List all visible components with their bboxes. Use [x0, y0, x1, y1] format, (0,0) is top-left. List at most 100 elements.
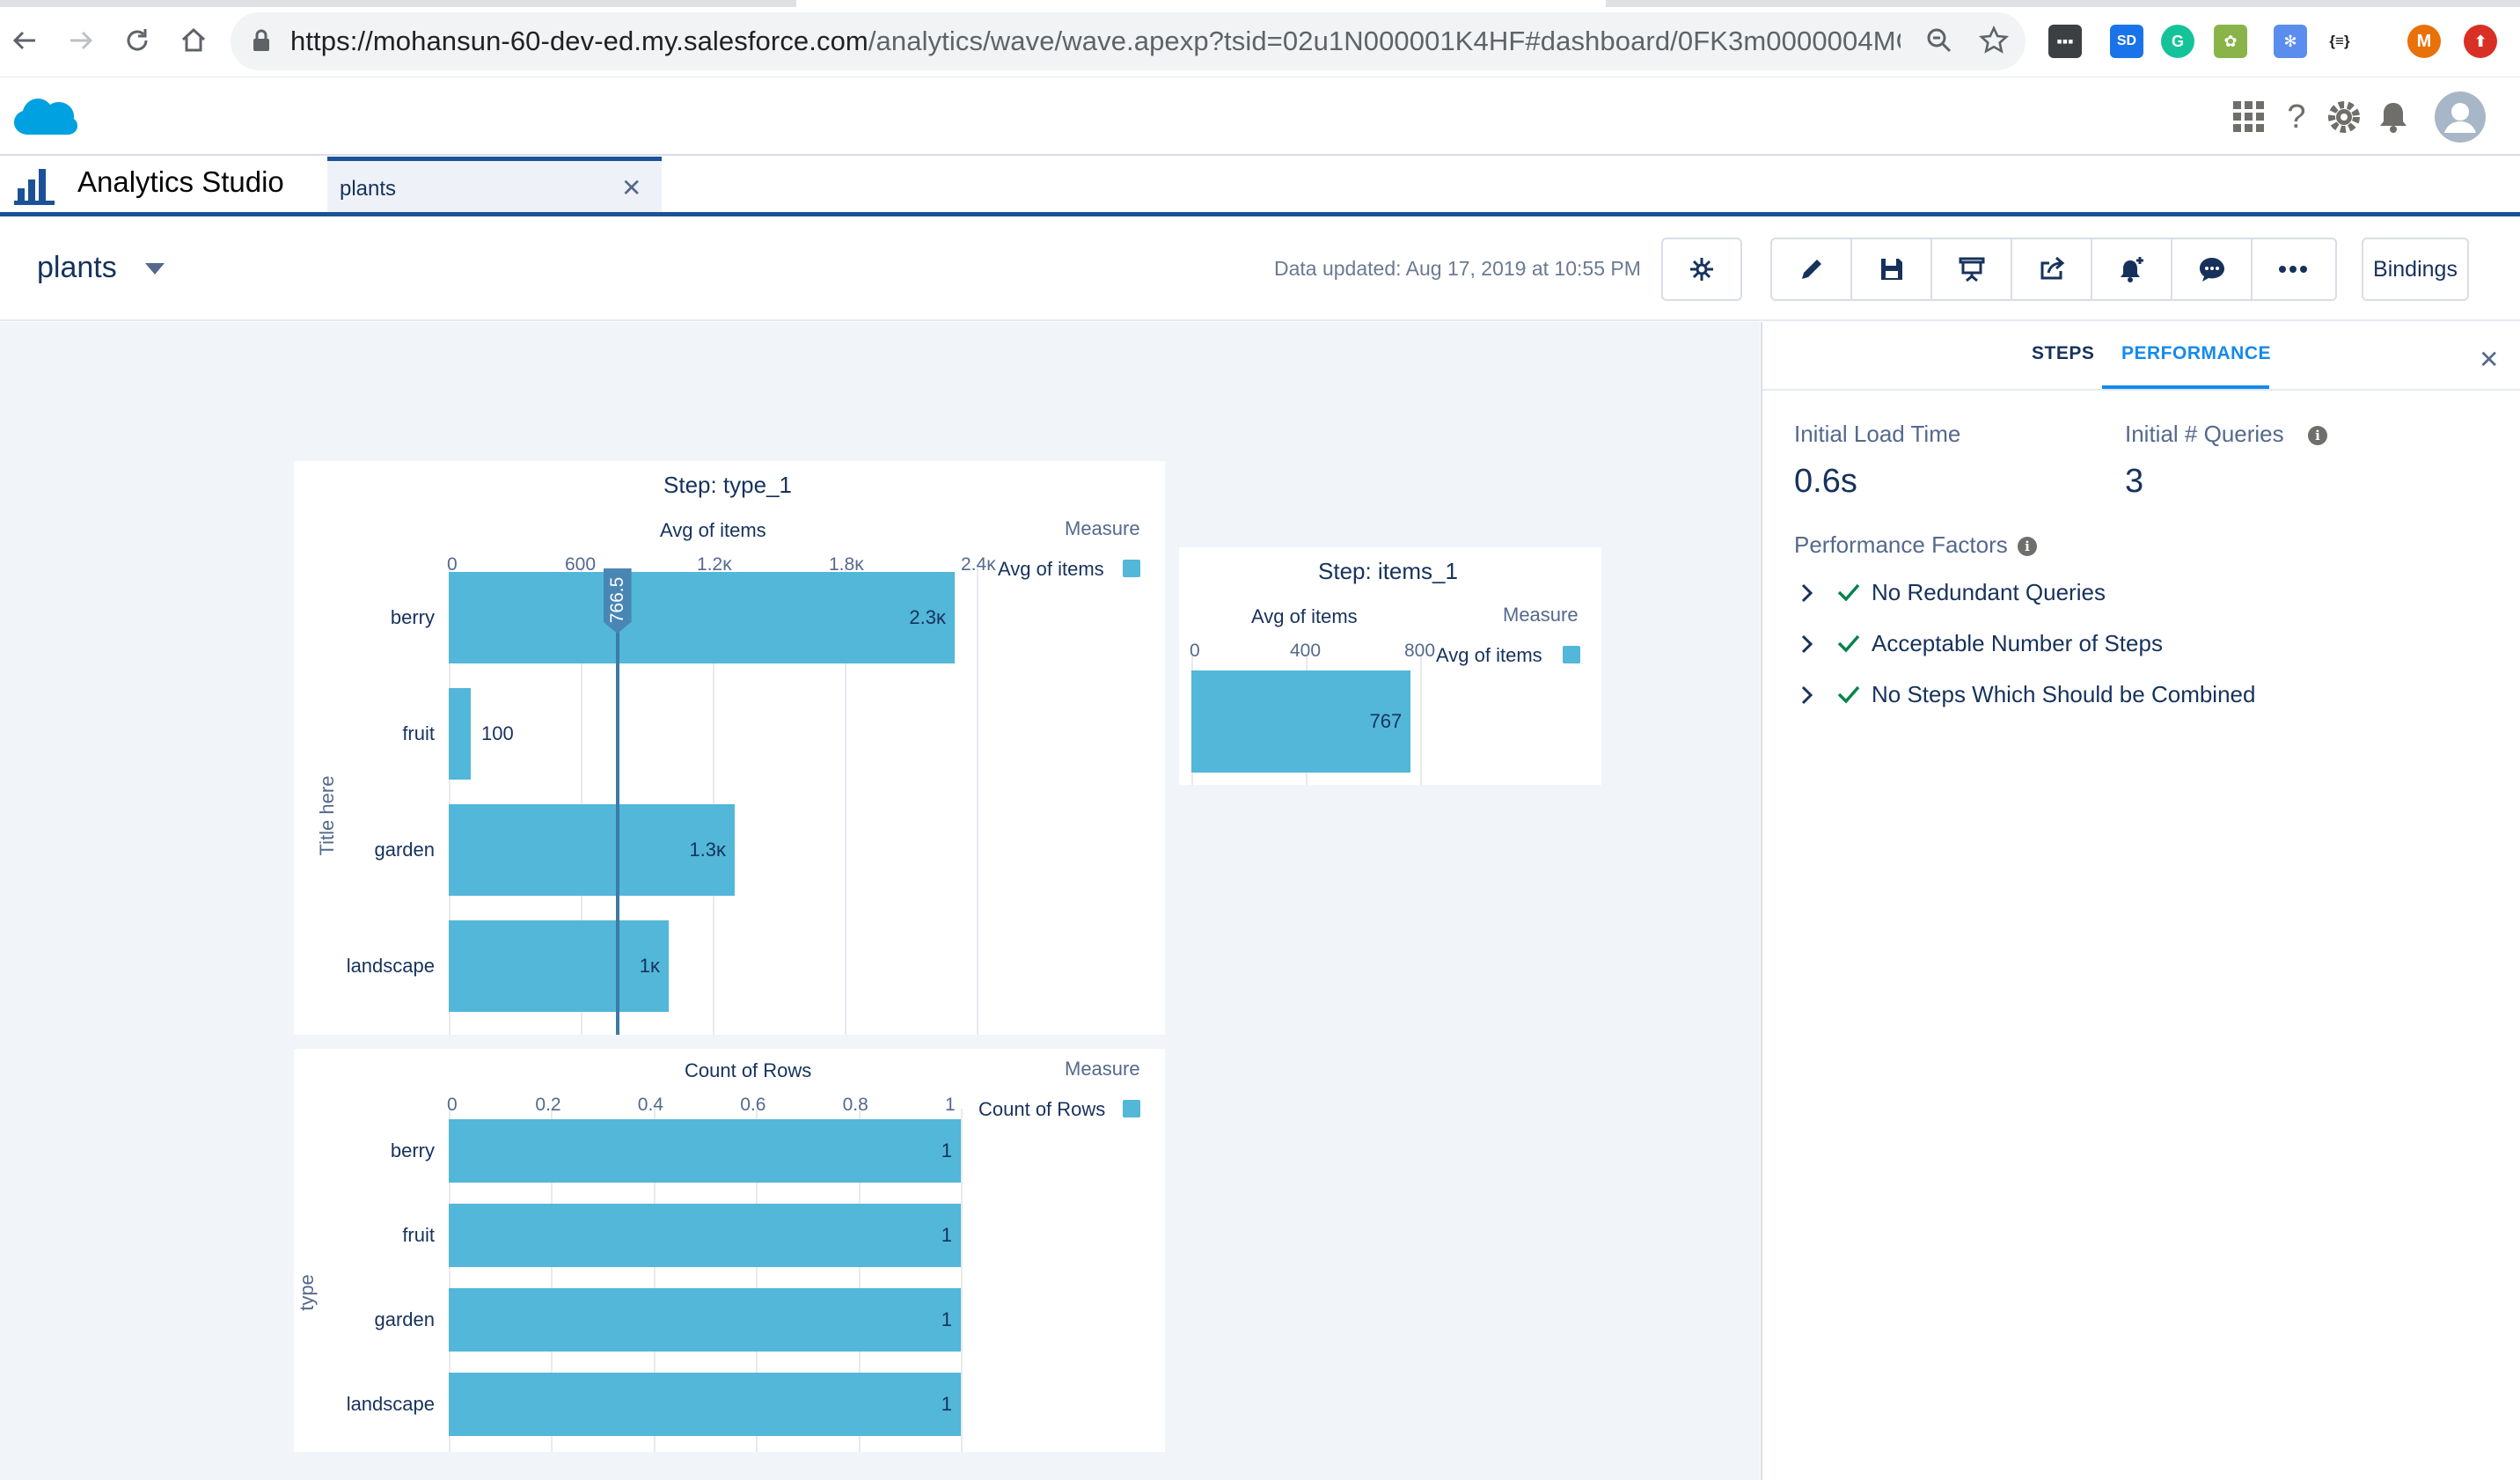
help-icon[interactable]: ?: [2287, 98, 2306, 136]
salesforce-sd-ext-icon[interactable]: SD: [2110, 25, 2143, 58]
tab-plants-label: plants: [340, 177, 397, 201]
items-chart-axis-title: Avg of items: [1251, 605, 1358, 627]
count-chart-legend-label: Count of Rows: [978, 1098, 1106, 1120]
items-chart-legend-swatch[interactable]: [1563, 646, 1580, 663]
bar[interactable]: [449, 688, 471, 780]
setup-gear-icon[interactable]: [2325, 98, 2363, 136]
factor-item[interactable]: No Steps Which Should be Combined: [1799, 678, 2415, 713]
analytics-studio-icon: [14, 165, 55, 210]
bar[interactable]: [449, 1204, 961, 1267]
user-avatar[interactable]: [2434, 91, 2487, 143]
browser-tab-active[interactable]: [796, 0, 1606, 7]
gridline: [977, 568, 978, 1035]
reload-icon[interactable]: [120, 23, 155, 58]
terminal-ext-label: ▪▪▪: [2056, 32, 2074, 50]
data-updated-text: Data updated: Aug 17, 2019 at 10:55 PM: [1274, 257, 1641, 280]
queries-info-icon[interactable]: i: [2308, 426, 2327, 445]
close-tab-icon[interactable]: ✕: [621, 174, 642, 201]
share-button[interactable]: [2012, 239, 2092, 299]
dashboard-toolbar: plants Data updated: Aug 17, 2019 at 10:…: [0, 217, 2520, 321]
presentation-icon: [1959, 257, 1984, 282]
chevron-right-icon[interactable]: [1799, 634, 1815, 655]
bar[interactable]: [1191, 670, 1411, 773]
bar[interactable]: [449, 804, 735, 896]
bar-value-label: 1: [941, 1139, 952, 1161]
home-icon[interactable]: [176, 23, 211, 58]
check-icon: [1837, 685, 1860, 704]
category-label: landscape: [346, 1393, 435, 1415]
url-text[interactable]: https://mohansun-60-dev-ed.my.salesforce…: [290, 26, 1901, 57]
performance-panel: STEPS PERFORMANCE ✕ Initial Load Time 0.…: [1761, 322, 2520, 1480]
bookmark-star-icon[interactable]: [1976, 23, 2011, 58]
bar[interactable]: [449, 1288, 961, 1352]
grammarly-ext-icon[interactable]: G: [2161, 25, 2194, 58]
items-chart-title: Step: items_1: [1318, 558, 1458, 584]
x-tick-label: 0: [1190, 641, 1200, 661]
chat-icon: [2199, 258, 2224, 282]
reference-line-label: 766.5: [606, 576, 627, 624]
update-icon[interactable]: ⬆: [2464, 25, 2497, 58]
type-chart-legend-header: Measure: [1065, 517, 1140, 539]
close-panel-icon[interactable]: ✕: [2479, 346, 2500, 373]
gridline: [653, 1109, 656, 1452]
chevron-right-icon[interactable]: [1799, 582, 1815, 604]
zoom-icon[interactable]: [1922, 23, 1957, 58]
x-tick-label: 0: [447, 554, 458, 575]
bar[interactable]: [449, 572, 955, 663]
factor-item[interactable]: No Redundant Queries: [1799, 575, 2415, 611]
forward-icon[interactable]: [63, 23, 99, 58]
category-label: landscape: [346, 955, 435, 977]
save-button[interactable]: [1852, 239, 1932, 299]
app-launcher-icon[interactable]: [2230, 98, 2268, 136]
dashboard-title[interactable]: plants: [37, 251, 117, 284]
bar[interactable]: [449, 1119, 961, 1183]
notifications-bell-icon[interactable]: [2374, 98, 2413, 136]
bar[interactable]: [449, 1373, 961, 1436]
flower-ext-icon[interactable]: ✻: [2274, 25, 2307, 58]
items-chart-widget[interactable]: Step: items_1 Avg of items Measure Avg o…: [1179, 547, 1601, 785]
tab-steps[interactable]: STEPS: [2032, 343, 2095, 363]
gridline: [713, 568, 714, 1035]
initial-queries-value: 3: [2125, 463, 2144, 500]
bindings-button[interactable]: Bindings: [2362, 238, 2469, 301]
dashboard-canvas: Step: type_1 Avg of items Measure Avg of…: [0, 322, 1760, 1480]
x-tick-label: 1.8ĸ: [829, 554, 864, 575]
bar-value-label: 2.3ĸ: [909, 606, 946, 628]
gridline: [756, 1109, 758, 1452]
initial-load-time-value: 0.6s: [1794, 463, 1857, 500]
x-tick-label: 600: [565, 554, 597, 575]
factor-item[interactable]: Acceptable Number of Steps: [1799, 626, 2415, 662]
dashboard-menu-caret-icon[interactable]: [145, 263, 165, 275]
type-chart-widget[interactable]: Step: type_1 Avg of items Measure Avg of…: [294, 461, 1165, 1035]
profile-avatar[interactable]: M: [2407, 25, 2441, 58]
edit-button[interactable]: [1772, 239, 1852, 299]
chevron-right-icon[interactable]: [1799, 685, 1815, 706]
back-icon[interactable]: [7, 23, 42, 58]
type-chart-axis-title: Avg of items: [660, 519, 766, 541]
tab-plants[interactable]: plants ✕: [327, 157, 662, 212]
factors-info-icon[interactable]: i: [2018, 537, 2037, 556]
category-label: garden: [374, 839, 435, 861]
performance-inspector-button[interactable]: [1661, 238, 1742, 301]
address-bar[interactable]: [231, 12, 2026, 70]
type-chart-legend-swatch[interactable]: [1123, 560, 1140, 577]
count-chart-widget[interactable]: Count of Rows Measure Count of Rows type…: [294, 1049, 1165, 1452]
json-ext-label: {≡}: [2329, 33, 2350, 49]
present-button[interactable]: [1932, 239, 2012, 299]
count-chart-legend-swatch[interactable]: [1123, 1100, 1140, 1117]
puzzle-ext-icon[interactable]: ✿: [2214, 25, 2247, 58]
terminal-ext-icon[interactable]: ▪▪▪: [2048, 25, 2082, 58]
json-ext-icon[interactable]: {≡}: [2323, 25, 2356, 58]
items-chart-legend-label: Avg of items: [1436, 644, 1542, 666]
reference-line: [615, 568, 619, 1035]
subscribe-button[interactable]: [2092, 239, 2172, 299]
salesforce-logo[interactable]: [11, 92, 77, 146]
bar[interactable]: [449, 920, 669, 1012]
active-tab-indicator: [2102, 385, 2269, 389]
more-actions-button[interactable]: [2253, 239, 2333, 299]
comment-button[interactable]: [2172, 239, 2253, 299]
count-chart-legend-header: Measure: [1065, 1058, 1140, 1080]
check-icon: [1837, 583, 1860, 602]
grammarly-ext-label: G: [2171, 32, 2184, 50]
tab-performance[interactable]: PERFORMANCE: [2121, 343, 2272, 363]
